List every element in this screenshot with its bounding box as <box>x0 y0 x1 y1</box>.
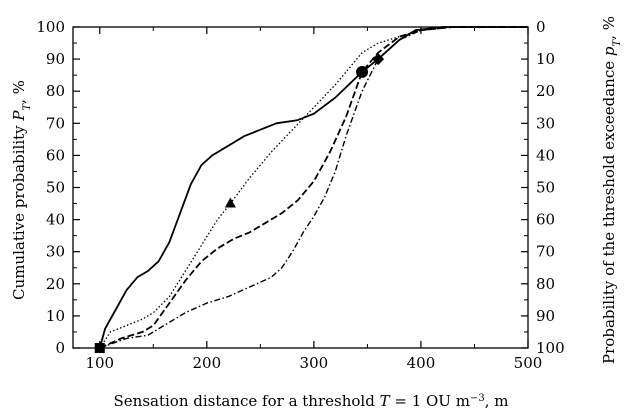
y-tick-label-left: 60 <box>46 146 65 164</box>
y-axis-label-right: Probability of the threshold exceedance … <box>600 16 623 364</box>
plot-frame <box>72 26 529 349</box>
x-tick-label: 200 <box>193 354 222 372</box>
y-tick-label-right: 80 <box>536 275 555 293</box>
series-line-dash-dot <box>99 26 528 349</box>
y-tick-label-right: 60 <box>536 211 555 229</box>
y-tick-label-left: 90 <box>46 50 65 68</box>
y-tick-label-right: 100 <box>536 339 565 357</box>
y-tick-label-left: 80 <box>46 82 65 100</box>
x-tick-label: 300 <box>300 354 329 372</box>
marker-triangle <box>224 197 236 208</box>
marker-layer <box>94 53 385 353</box>
y-tick-label-right: 0 <box>536 18 546 36</box>
marker-circle <box>356 65 369 78</box>
x-tick-label: 500 <box>514 354 543 372</box>
y-tick-label-left: 30 <box>46 243 65 261</box>
y-tick-label-right: 30 <box>536 114 555 132</box>
y-tick-label-left: 40 <box>46 211 65 229</box>
y-tick-label-left: 10 <box>46 307 65 325</box>
x-tick-label: 100 <box>85 354 114 372</box>
series-line-dashed <box>99 26 528 349</box>
y-tick-label-right: 50 <box>536 179 555 197</box>
marker-diamond <box>372 53 385 66</box>
x-axis-label: Sensation distance for a threshold T = 1… <box>114 392 509 410</box>
y-tick-label-left: 0 <box>55 339 65 357</box>
series-layer <box>98 26 528 349</box>
plot-border <box>72 26 529 349</box>
y-tick-label-right: 10 <box>536 50 555 68</box>
y-tick-label-right: 20 <box>536 82 555 100</box>
y-tick-label-right: 40 <box>536 146 555 164</box>
y-tick-label-left: 70 <box>46 114 65 132</box>
series-line-solid <box>98 26 528 349</box>
y-tick-label-left: 20 <box>46 275 65 293</box>
y-axis-label-left: Cumulative probability PT, % <box>10 80 33 300</box>
y-tick-label-right: 70 <box>536 243 555 261</box>
y-tick-label-left: 50 <box>46 179 65 197</box>
y-tick-label-right: 90 <box>536 307 555 325</box>
y-tick-label-left: 100 <box>36 18 65 36</box>
series-line-dotted <box>99 26 528 349</box>
x-tick-label: 400 <box>407 354 436 372</box>
